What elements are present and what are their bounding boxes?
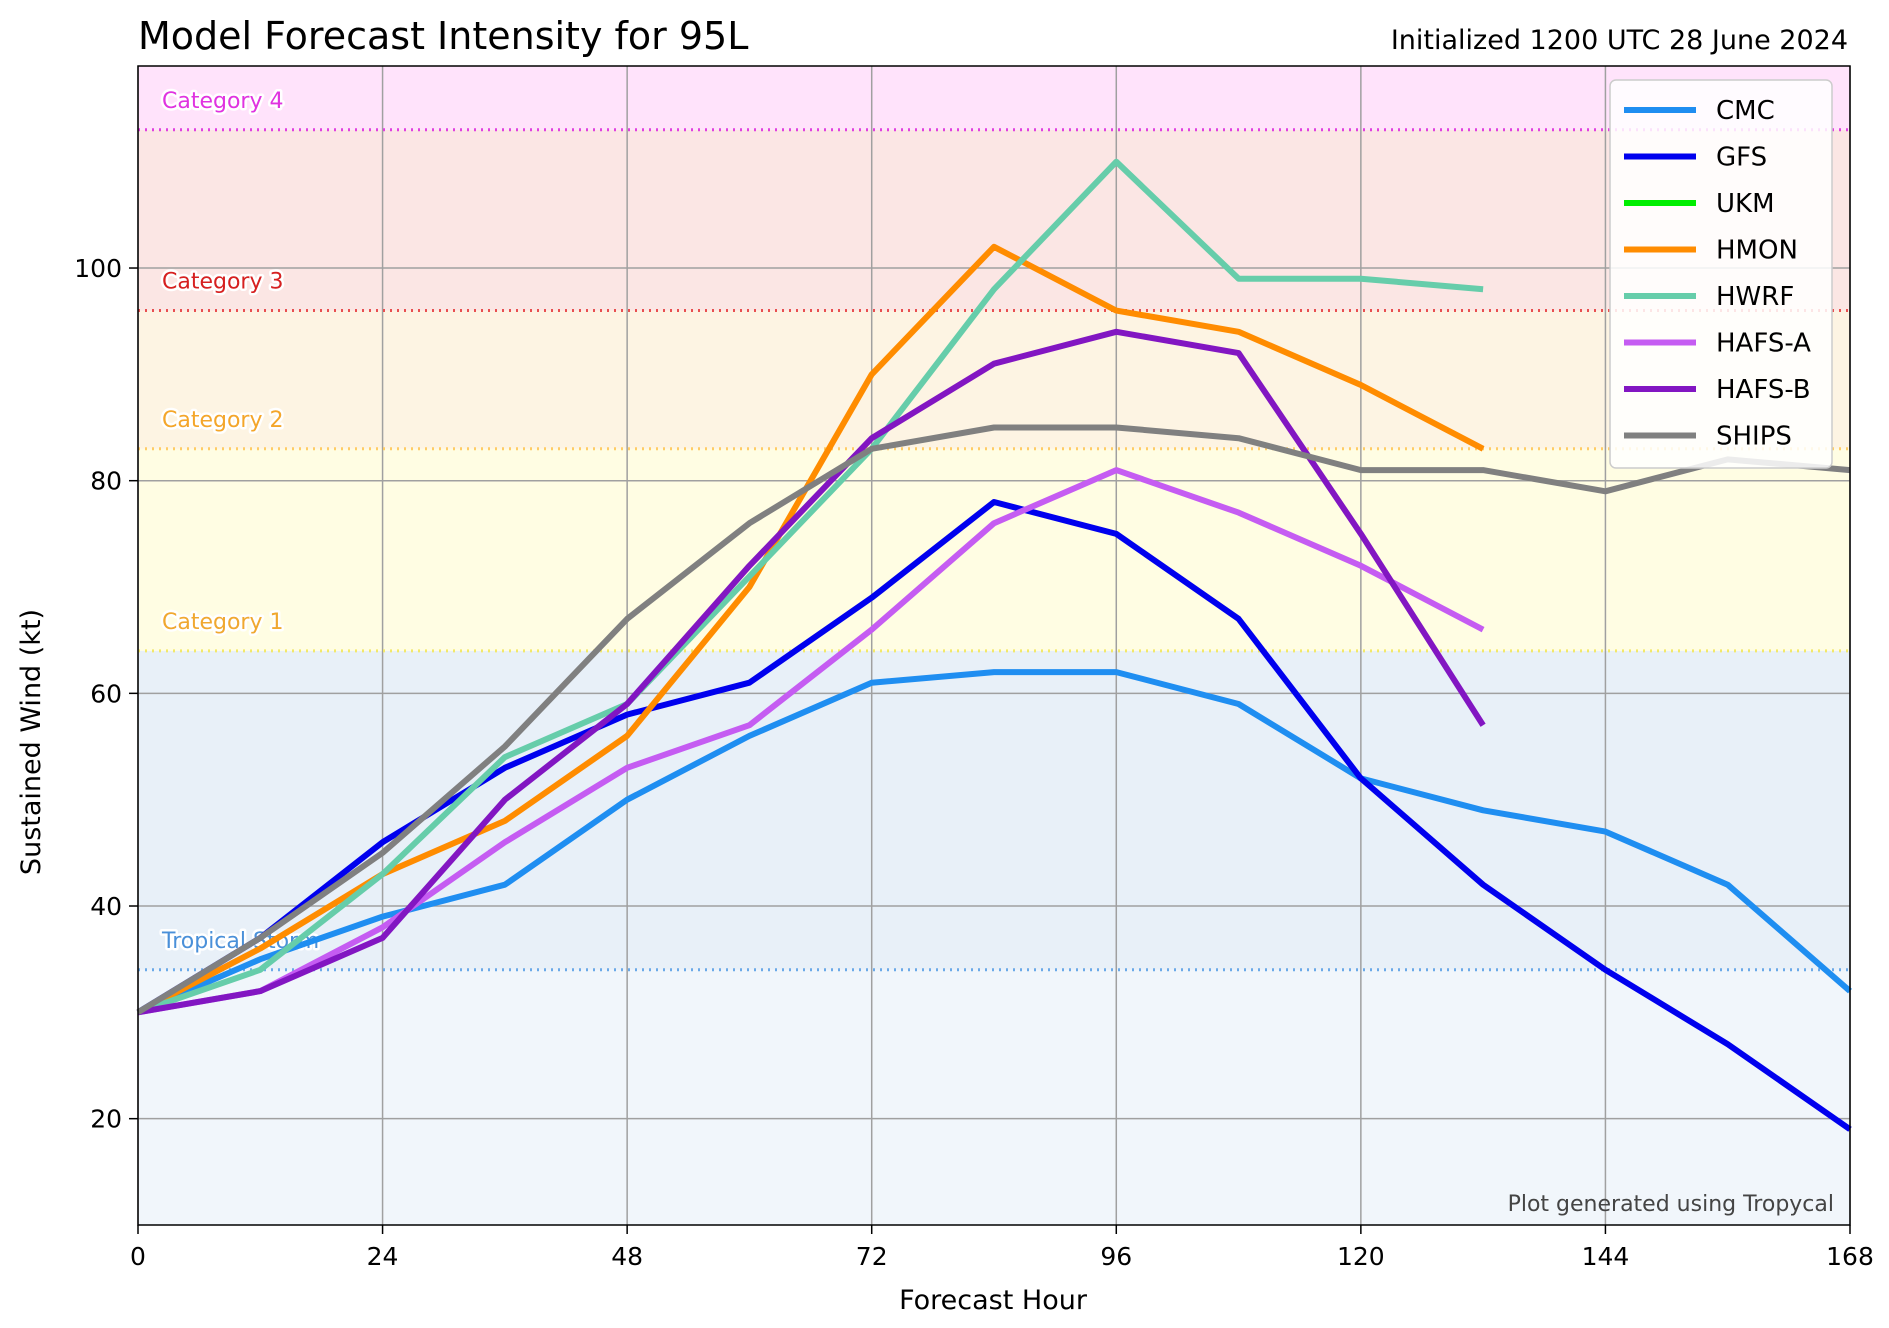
legend-label-hwrf: HWRF [1716,282,1794,312]
legend-label-ukm: UKM [1716,189,1775,219]
band-tropical-storm [138,650,1850,970]
chart-subtitle: Initialized 1200 UTC 28 June 2024 [1391,25,1848,56]
series-line-hafs-a [137,467,1485,1016]
x-tick-label: 24 [367,1242,399,1271]
x-tick-label: 144 [1582,1242,1630,1271]
category-label: Category 2 [162,408,283,433]
y-tick-label: 80 [90,467,122,496]
series-line-hafs-b [137,328,1486,1016]
series-line-cmc [136,669,1852,1016]
series-line-ships [136,424,1851,1015]
legend-box [1609,79,1833,469]
x-axis-label: Forecast Hour [899,1285,1088,1316]
y-tick-label: 20 [90,1105,122,1134]
category-label: Category 3 [162,270,283,295]
chart-title: Model Forecast Intensity for 95L [138,14,748,58]
x-tick-label: 168 [1826,1242,1874,1271]
series-lines [136,158,1852,1132]
x-tick-label: 72 [856,1242,888,1271]
x-tick-label: 48 [611,1242,643,1271]
legend-label-cmc: CMC [1716,96,1775,126]
x-tick-label: 0 [130,1242,146,1271]
legend-label-hmon: HMON [1716,236,1798,266]
legend-label-hafs-b: HAFS-B [1716,375,1811,405]
legend-label-gfs: GFS [1716,143,1767,173]
band-category-1 [138,448,1850,651]
category-label: Category 1 [162,610,283,635]
legend: CMC GFS UKM HMON HWRF HAFS-A HAFS-B SHIPS [1609,79,1833,469]
legend-label-hafs-a: HAFS-A [1716,329,1811,359]
x-axis-ticks: 0 24 48 72 96 120 144 168 [130,1225,1874,1271]
legend-label-ships: SHIPS [1716,422,1792,452]
x-tick-label: 96 [1100,1242,1132,1271]
y-axis-ticks: 20 40 60 80 100 [74,254,138,1134]
band-below-tropical-storm [138,969,1850,1225]
y-tick-label: 40 [90,892,122,921]
y-tick-label: 60 [90,679,122,708]
series-line-hwrf [137,158,1484,1016]
x-tick-label: 120 [1337,1242,1385,1271]
category-bands [138,66,1850,1225]
y-tick-label: 100 [74,254,122,283]
y-axis-label: Sustained Wind (kt) [16,609,47,875]
category-label: Category 4 [162,89,283,114]
band-category-4 [138,66,1850,130]
credit-text: Plot generated using Tropycal [1508,1192,1834,1217]
plot-frame [137,65,1851,1226]
band-category-3 [138,129,1850,311]
